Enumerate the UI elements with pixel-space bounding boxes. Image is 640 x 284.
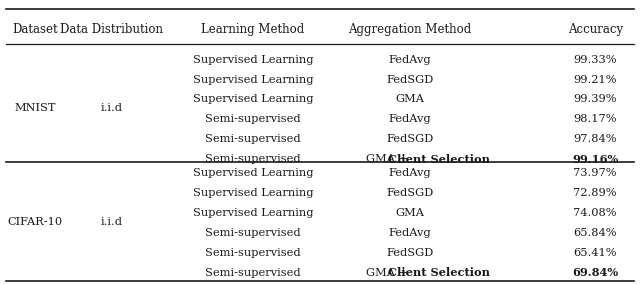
Text: Client Selection: Client Selection [388,267,490,278]
Text: GMA +: GMA + [366,268,412,278]
Text: Semi-supervised: Semi-supervised [205,248,301,258]
Text: FedSGD: FedSGD [386,248,433,258]
Text: CIFAR-10: CIFAR-10 [8,216,63,227]
Text: FedAvg: FedAvg [388,55,431,65]
Text: FedAvg: FedAvg [388,114,431,124]
Text: Semi-supervised: Semi-supervised [205,228,301,238]
Text: Dataset: Dataset [12,23,58,36]
Text: FedSGD: FedSGD [386,134,433,144]
Text: GMA: GMA [395,94,424,105]
Text: Supervised Learning: Supervised Learning [193,188,313,198]
Text: FedAvg: FedAvg [388,228,431,238]
Text: 65.84%: 65.84% [573,228,617,238]
Text: MNIST: MNIST [15,103,56,113]
Text: Semi-supervised: Semi-supervised [205,114,301,124]
Text: 99.33%: 99.33% [573,55,617,65]
Text: 99.16%: 99.16% [572,154,618,164]
Text: 99.21%: 99.21% [573,74,617,85]
Text: i.i.d: i.i.d [101,103,123,113]
Text: 65.41%: 65.41% [573,248,617,258]
Text: 97.84%: 97.84% [573,134,617,144]
Text: GMA +: GMA + [366,154,412,164]
Text: Semi-supervised: Semi-supervised [205,268,301,278]
Text: Accuracy: Accuracy [568,23,623,36]
Text: Learning Method: Learning Method [201,23,305,36]
Text: Semi-supervised: Semi-supervised [205,154,301,164]
Text: FedSGD: FedSGD [386,74,433,85]
Text: i.i.d: i.i.d [101,216,123,227]
Text: Client Selection: Client Selection [388,154,490,164]
Text: GMA: GMA [395,208,424,218]
Text: 74.08%: 74.08% [573,208,617,218]
Text: Supervised Learning: Supervised Learning [193,94,313,105]
Text: Supervised Learning: Supervised Learning [193,168,313,178]
Text: 72.89%: 72.89% [573,188,617,198]
Text: Semi-supervised: Semi-supervised [205,134,301,144]
Text: FedAvg: FedAvg [388,168,431,178]
Text: Supervised Learning: Supervised Learning [193,55,313,65]
Text: FedSGD: FedSGD [386,188,433,198]
Text: Supervised Learning: Supervised Learning [193,74,313,85]
Text: Data Distribution: Data Distribution [61,23,163,36]
Text: Aggregation Method: Aggregation Method [348,23,471,36]
Text: 99.39%: 99.39% [573,94,617,105]
Text: 69.84%: 69.84% [572,267,618,278]
Text: 73.97%: 73.97% [573,168,617,178]
Text: 98.17%: 98.17% [573,114,617,124]
Text: Supervised Learning: Supervised Learning [193,208,313,218]
